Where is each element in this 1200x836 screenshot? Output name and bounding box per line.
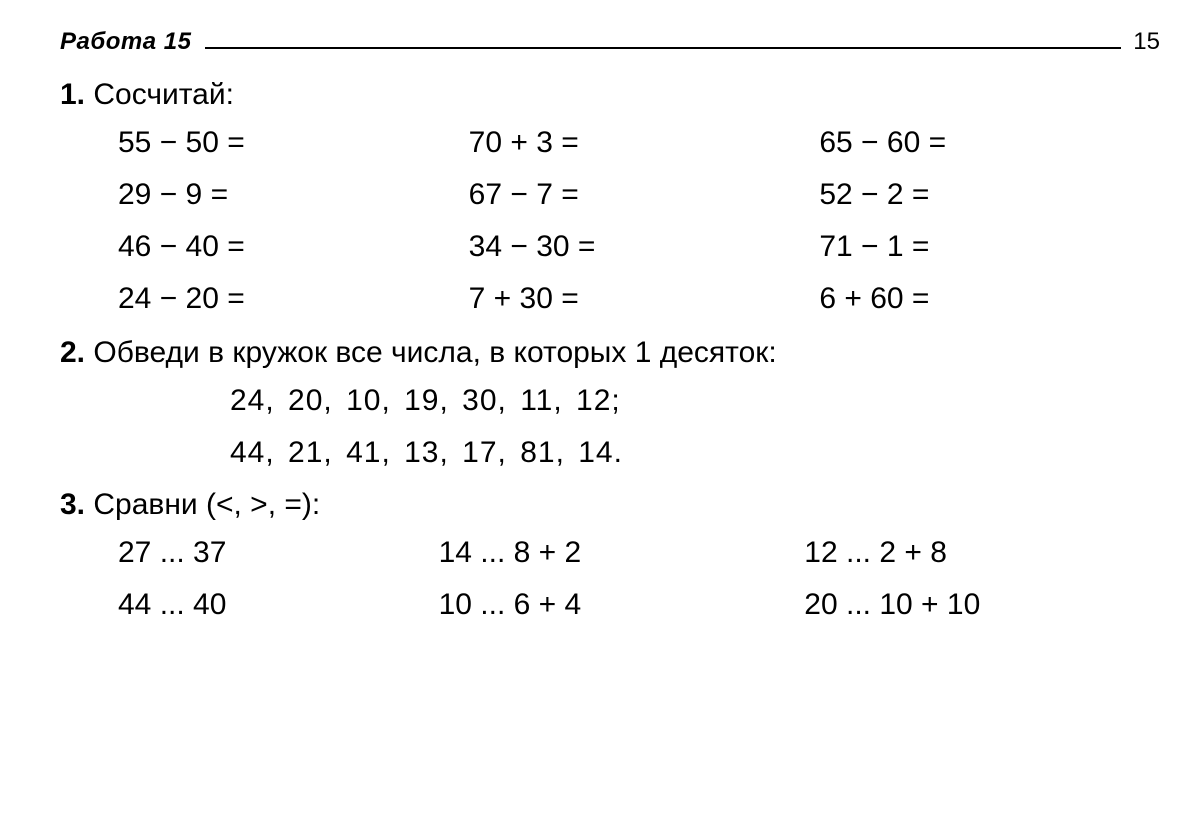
task-2-title: Обведи в кружок все числа, в которых 1 д… bbox=[93, 336, 776, 369]
equation-cell: 71 − 1 = bbox=[819, 230, 1150, 264]
number-line: 44, 21, 41, 13, 17, 81, 14. bbox=[230, 436, 1160, 470]
task-2-numbers: 24, 20, 10, 19, 30, 11, 12; 44, 21, 41, … bbox=[60, 384, 1160, 470]
page-number: 15 bbox=[1133, 28, 1160, 56]
equation-cell: 55 − 50 = bbox=[118, 126, 449, 160]
equation-cell: 70 + 3 = bbox=[469, 126, 800, 160]
task-2-heading: 2. Обведи в кружок все числа, в которых … bbox=[60, 336, 1160, 370]
header-rule bbox=[205, 47, 1121, 49]
compare-cell: 14 ... 8 + 2 bbox=[439, 536, 785, 570]
task-3-number: 3. bbox=[60, 488, 85, 521]
equation-cell: 29 − 9 = bbox=[118, 178, 449, 212]
equation-cell: 46 − 40 = bbox=[118, 230, 449, 264]
task-3-heading: 3. Сравни (<, >, =): bbox=[60, 488, 1160, 522]
task-3-grid: 27 ... 37 14 ... 8 + 2 12 ... 2 + 8 44 .… bbox=[60, 536, 1160, 622]
task-1-grid: 55 − 50 = 70 + 3 = 65 − 60 = 29 − 9 = 67… bbox=[60, 126, 1160, 316]
equation-cell: 65 − 60 = bbox=[819, 126, 1150, 160]
task-2-number: 2. bbox=[60, 336, 85, 369]
compare-cell: 12 ... 2 + 8 bbox=[804, 536, 1150, 570]
task-1-number: 1. bbox=[60, 78, 85, 111]
task-1-heading: 1. Сосчитай: bbox=[60, 78, 1160, 112]
worksheet-header: Работа 15 15 bbox=[60, 28, 1160, 56]
compare-cell: 44 ... 40 bbox=[118, 588, 419, 622]
equation-cell: 7 + 30 = bbox=[469, 282, 800, 316]
compare-cell: 27 ... 37 bbox=[118, 536, 419, 570]
worksheet-title: Работа 15 bbox=[60, 28, 191, 56]
equation-cell: 52 − 2 = bbox=[819, 178, 1150, 212]
compare-cell: 10 ... 6 + 4 bbox=[439, 588, 785, 622]
task-1: 1. Сосчитай: 55 − 50 = 70 + 3 = 65 − 60 … bbox=[60, 78, 1160, 316]
equation-cell: 67 − 7 = bbox=[469, 178, 800, 212]
task-3-title: Сравни (<, >, =): bbox=[93, 488, 320, 521]
task-3: 3. Сравни (<, >, =): 27 ... 37 14 ... 8 … bbox=[60, 488, 1160, 622]
equation-cell: 34 − 30 = bbox=[469, 230, 800, 264]
task-2: 2. Обведи в кружок все числа, в которых … bbox=[60, 336, 1160, 470]
equation-cell: 6 + 60 = bbox=[819, 282, 1150, 316]
number-line: 24, 20, 10, 19, 30, 11, 12; bbox=[230, 384, 1160, 418]
equation-cell: 24 − 20 = bbox=[118, 282, 449, 316]
task-1-title: Сосчитай: bbox=[93, 78, 234, 111]
compare-cell: 20 ... 10 + 10 bbox=[804, 588, 1150, 622]
